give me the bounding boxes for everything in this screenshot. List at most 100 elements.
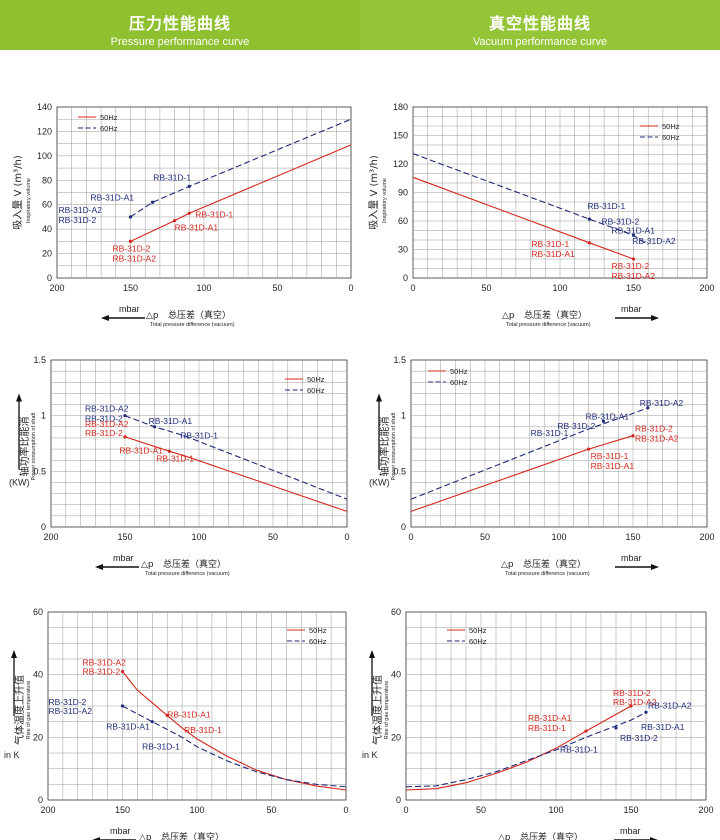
x-axis-title-zh: 总压差（真空）: [163, 558, 226, 570]
data-point: [614, 726, 618, 730]
point-label: RB-31D-2: [601, 217, 639, 227]
x-axis-title-en: Total pressure difference (vacuum): [150, 322, 235, 328]
delta-p-symbol: △p: [502, 311, 515, 321]
x-tick-label: 150: [623, 805, 638, 815]
y-tick-label: 1: [401, 411, 406, 421]
legend: 50Hz 60Hz: [287, 626, 327, 646]
x-tick-label: 100: [552, 283, 567, 293]
y-arrow-head: [376, 393, 382, 402]
y-axis-title-zh: 轴功率比能消: [18, 417, 31, 477]
point-label: RB-31D-1: [531, 428, 569, 438]
y-axis-title: 吸入量 V (m³/h) Inspiratory volume: [12, 155, 32, 230]
x-tick-label: 0: [348, 283, 353, 293]
series-line-60Hz: [410, 407, 648, 500]
header-right-panel: [360, 0, 720, 50]
y-axis-unit: (KW): [9, 478, 30, 488]
data-point: [644, 710, 648, 714]
data-point: [128, 215, 133, 219]
delta-p-symbol: △p: [146, 311, 159, 321]
x-axis-title-zh: 总压差（真空）: [168, 309, 231, 321]
series-line-60Hz: [130, 118, 352, 218]
y-tick-label: 180: [393, 102, 408, 112]
series-line-60Hz: [405, 711, 647, 788]
x-tick-label: 50: [272, 283, 282, 293]
data-point: [173, 218, 177, 223]
series-line-60Hz: [124, 415, 348, 500]
x-tick-label: 50: [480, 532, 490, 542]
chart-pressure-flow: 200 150 100 50 0 0 20 40 60 80 100 120 140 RB-31D-1 RB…: [12, 102, 354, 328]
x-tick-label: 200: [699, 532, 714, 542]
point-label: RB-31D-A1: [641, 722, 685, 732]
x-tick-label: 150: [625, 532, 640, 542]
point-label: RB-31D-A2: [613, 697, 657, 707]
y-tick-label: 0.5: [33, 466, 46, 476]
pressure-title-en: Pressure performance curve: [110, 36, 250, 48]
point-label: RB-31D-1: [531, 239, 569, 249]
data-point: [167, 449, 171, 453]
data-point: [629, 704, 633, 708]
delta-p-symbol: △p: [501, 560, 514, 570]
mbar-arrow-head: [101, 315, 109, 321]
pressure-title-zh: 压力性能曲线: [128, 14, 231, 33]
y-axis-title-zh: 吸入量 V (m³/h): [368, 155, 380, 230]
point-label: RB-31D-2: [113, 243, 151, 253]
vacuum-title-en: Vacuum performance curve: [472, 36, 608, 48]
legend: 50Hz 60Hz: [447, 626, 487, 646]
y-tick-label: 60: [42, 200, 52, 210]
x-axis-title-en: Total pressure difference (vacuum): [505, 571, 590, 577]
data-point: [123, 435, 127, 439]
data-point: [128, 239, 133, 243]
legend: 50Hz 60Hz: [285, 375, 325, 395]
data-point: [646, 406, 650, 410]
x-tick-label: 100: [196, 283, 211, 293]
y-tick-label: 30: [398, 245, 408, 255]
legend: 50Hz 60Hz: [640, 122, 680, 142]
point-label: RB-31D-A2: [49, 706, 93, 716]
y-tick-label: 80: [42, 175, 52, 185]
point-label: RB-31D-1: [560, 744, 598, 754]
x-tick-label: 100: [191, 532, 206, 542]
point-label: RB-31D-2: [613, 688, 651, 698]
data-point: [601, 419, 606, 423]
point-label: RB-31D-A2: [635, 434, 679, 444]
point-label: RB-31D-A1: [106, 722, 150, 732]
data-point: [153, 425, 157, 429]
header-left-panel: [0, 0, 360, 50]
point-label: RB-31D-A2: [83, 658, 127, 668]
chart-vacuum-power: 0 50 100 150 20000.511.5RB-31D-A2RB-31D-A1RB…: [369, 355, 715, 577]
point-label: RB-31D-A1: [612, 225, 656, 235]
x-tick-label: 0: [410, 283, 415, 293]
series-line-50Hz: [124, 436, 348, 512]
x-axis-title-zh: 总压差（真空）: [523, 558, 586, 570]
data-point: [150, 720, 154, 724]
grid: [57, 107, 351, 278]
x-tick-label: 100: [189, 805, 204, 815]
legend-label: 60Hz: [307, 386, 325, 395]
legend-label: 50Hz: [100, 113, 118, 122]
point-label: RB-31D-A1: [91, 192, 135, 202]
point-label: RB-31D-2: [83, 667, 121, 677]
y-axis-title-en: Rise of gas temperature: [384, 681, 390, 740]
point-label: RB-31D-A1: [175, 223, 219, 233]
x-tick-label: 100: [551, 532, 566, 542]
x-tick-label: 200: [40, 805, 55, 815]
y-tick-label: 120: [393, 159, 408, 169]
y-tick-label: 100: [37, 151, 52, 161]
y-axis-title: 轴功率比能消 Power consumption of shaft(KW): [9, 393, 37, 488]
point-label: RB-31D-A2: [612, 271, 656, 281]
y-axis-title-en: Power consumption of shaft: [31, 412, 37, 480]
y-tick-label: 1.5: [393, 355, 406, 365]
legend: 50Hz 60Hz: [428, 367, 468, 387]
legend-label: 60Hz: [309, 637, 327, 646]
point-label: RB-31D-A1: [586, 411, 630, 421]
pressure-title: 压力性能曲线 Pressure performance curve: [0, 0, 360, 48]
data-point: [631, 434, 635, 438]
y-tick-label: 140: [37, 102, 52, 112]
mbar-arrow-head: [651, 315, 659, 321]
x-axis-title-zh: 总压差（真空）: [520, 831, 583, 840]
y-tick-label: 0: [403, 273, 408, 283]
data-point: [150, 200, 155, 204]
x-tick-label: 50: [481, 283, 491, 293]
data-point: [165, 713, 169, 718]
